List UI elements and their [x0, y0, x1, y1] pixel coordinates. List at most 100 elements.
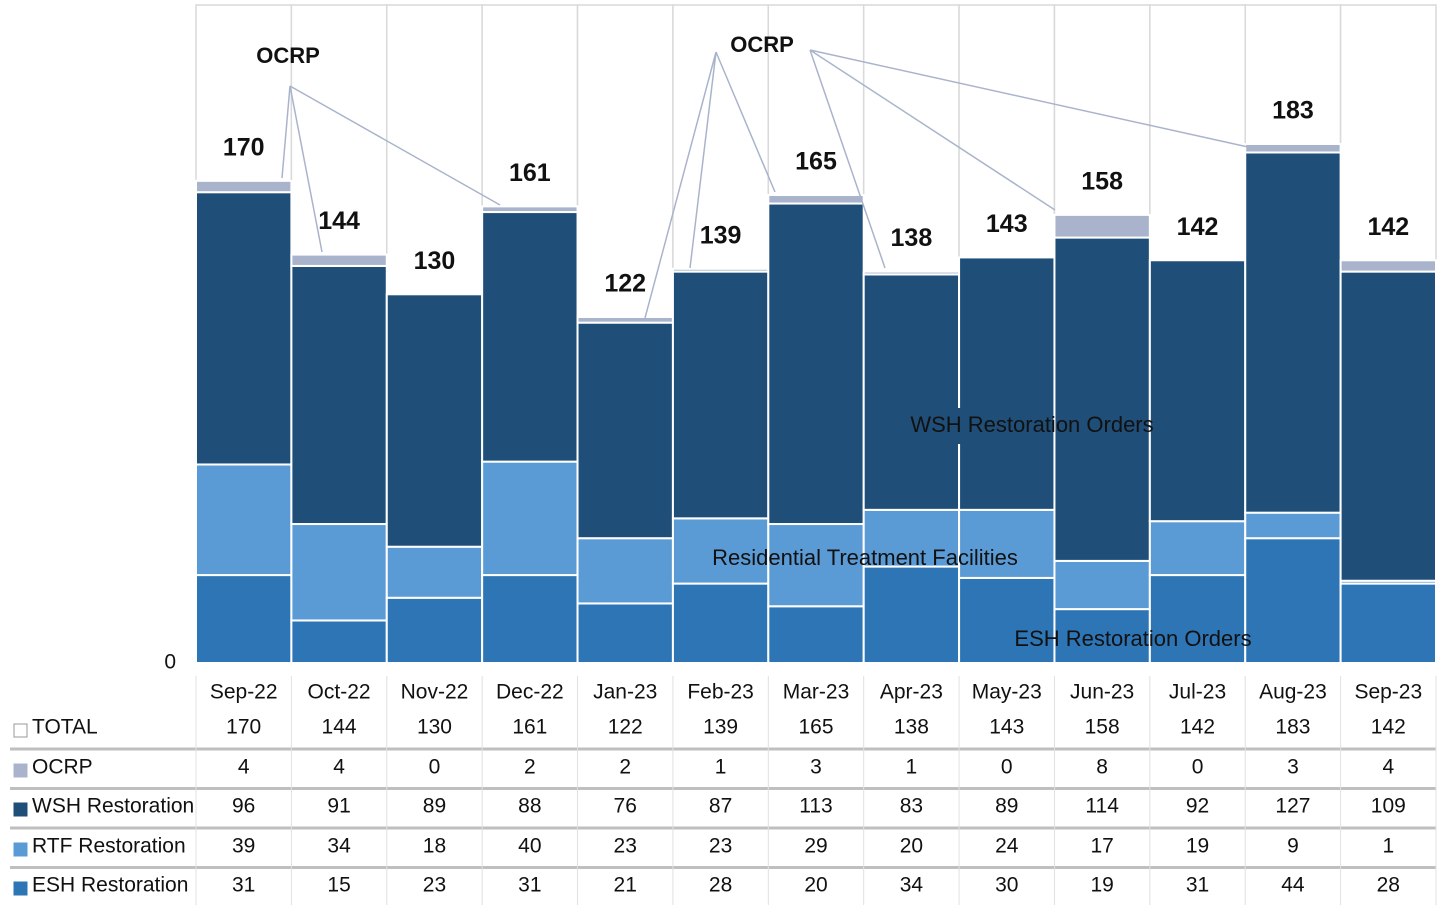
bar-segment: [1148, 520, 1247, 577]
bar-segment: [958, 256, 1056, 511]
table-cell: 143: [989, 716, 1024, 739]
table-cell: 29: [804, 835, 827, 858]
bar-segment: [290, 523, 388, 622]
bar-segment: [671, 267, 770, 273]
bar-segment: [481, 205, 579, 214]
table-cell: 28: [709, 874, 732, 897]
x-tick-label: Sep-23: [1354, 681, 1422, 704]
table-cell: 0: [1192, 756, 1204, 779]
table-cell: 34: [900, 874, 924, 897]
bar-segment: [576, 321, 674, 540]
legend-label: WSH Restoration: [32, 795, 194, 818]
legend-label: TOTAL: [32, 716, 98, 739]
bar-segment: [481, 574, 579, 664]
table-cell: 23: [709, 835, 732, 858]
x-tick-label: Dec-22: [496, 681, 564, 704]
table-cell: 142: [1180, 716, 1215, 739]
table-cell: 1: [1382, 835, 1394, 858]
table-cell: 109: [1371, 795, 1406, 818]
bar-segment: [385, 293, 484, 548]
x-tick-label: Feb-23: [687, 681, 754, 704]
table-cell: 23: [423, 874, 446, 897]
bar-segment: [1244, 142, 1342, 154]
annotation: ESH Restoration Orders: [1014, 626, 1251, 651]
table-cell: 165: [798, 716, 833, 739]
table-cell: 139: [703, 716, 738, 739]
x-tick-label: Sep-22: [210, 681, 278, 704]
bar-segment: [767, 605, 865, 665]
bar-segment: [385, 545, 484, 599]
bar-segment: [481, 460, 579, 577]
table-cell: 39: [232, 835, 255, 858]
table-cell: 127: [1275, 795, 1310, 818]
x-tick-label: Aug-23: [1259, 681, 1327, 704]
total-label: 143: [986, 210, 1028, 238]
table-cell: 18: [423, 835, 446, 858]
bar-segment: [862, 270, 961, 276]
bar-segment: [481, 211, 579, 463]
bar-segment: [958, 508, 1056, 579]
bar-segment: [195, 574, 293, 664]
table-cell: 31: [518, 874, 541, 897]
bar-segment: [1339, 259, 1437, 273]
total-label: 144: [318, 207, 360, 235]
table-cell: 4: [333, 756, 345, 779]
table-cell: 2: [524, 756, 536, 779]
table-cell: 44: [1281, 874, 1305, 897]
table-cell: 89: [423, 795, 446, 818]
table-cell: 3: [810, 756, 822, 779]
table-cell: 24: [995, 835, 1019, 858]
annotation: Residential Treatment Facilities: [712, 545, 1018, 570]
table-cell: 17: [1090, 835, 1113, 858]
bar-segment: [195, 179, 293, 194]
bar-segment: [671, 582, 770, 664]
total-label: 138: [891, 224, 933, 252]
bar-segment: [576, 537, 674, 605]
bar-segment: [1053, 213, 1151, 239]
total-label: 170: [223, 133, 265, 161]
x-tick-label: Jul-23: [1169, 681, 1226, 704]
table-cell: 83: [900, 795, 923, 818]
table-cell: 40: [518, 835, 541, 858]
bar-segment: [862, 565, 961, 665]
table-cell: 142: [1371, 716, 1406, 739]
legend-label: OCRP: [32, 756, 93, 779]
table-cell: 2: [619, 756, 631, 779]
bar-segment: [862, 273, 961, 511]
table-cell: 4: [238, 756, 250, 779]
bar-segment: [290, 253, 388, 267]
table-cell: 158: [1085, 716, 1120, 739]
table-cell: 3: [1287, 756, 1299, 779]
bar-segment: [290, 619, 388, 665]
bar-segment: [195, 463, 293, 577]
legend-swatch: [13, 842, 28, 857]
table-cell: 30: [995, 874, 1018, 897]
table-cell: 34: [327, 835, 351, 858]
bar-segment: [1053, 608, 1151, 664]
table-cell: 4: [1382, 756, 1394, 779]
leader: [644, 49, 1249, 319]
table-cell: 23: [614, 835, 637, 858]
bar-segment: [385, 596, 484, 664]
bar-segment: [671, 270, 770, 520]
table-cell: 114: [1085, 795, 1119, 818]
bar-segment: [767, 194, 865, 205]
total-label: 142: [1367, 213, 1409, 241]
table-cell: 76: [614, 795, 637, 818]
table-cell: 1: [906, 756, 918, 779]
leader: [281, 85, 501, 253]
bar-segment: [1244, 511, 1342, 540]
total-label: 139: [700, 221, 742, 249]
table-cell: 130: [417, 716, 452, 739]
x-tick-label: Jun-23: [1070, 681, 1134, 704]
bar-segment: [1339, 270, 1437, 582]
table-cell: 96: [232, 795, 255, 818]
bar-segment: [1339, 582, 1437, 664]
table-cell: 144: [322, 716, 357, 739]
x-tick-label: Mar-23: [783, 681, 850, 704]
legend-label: ESH Restoration: [32, 874, 188, 897]
bar-segment: [671, 517, 770, 585]
table-cell: 8: [1096, 756, 1108, 779]
total-label: 161: [509, 159, 551, 187]
